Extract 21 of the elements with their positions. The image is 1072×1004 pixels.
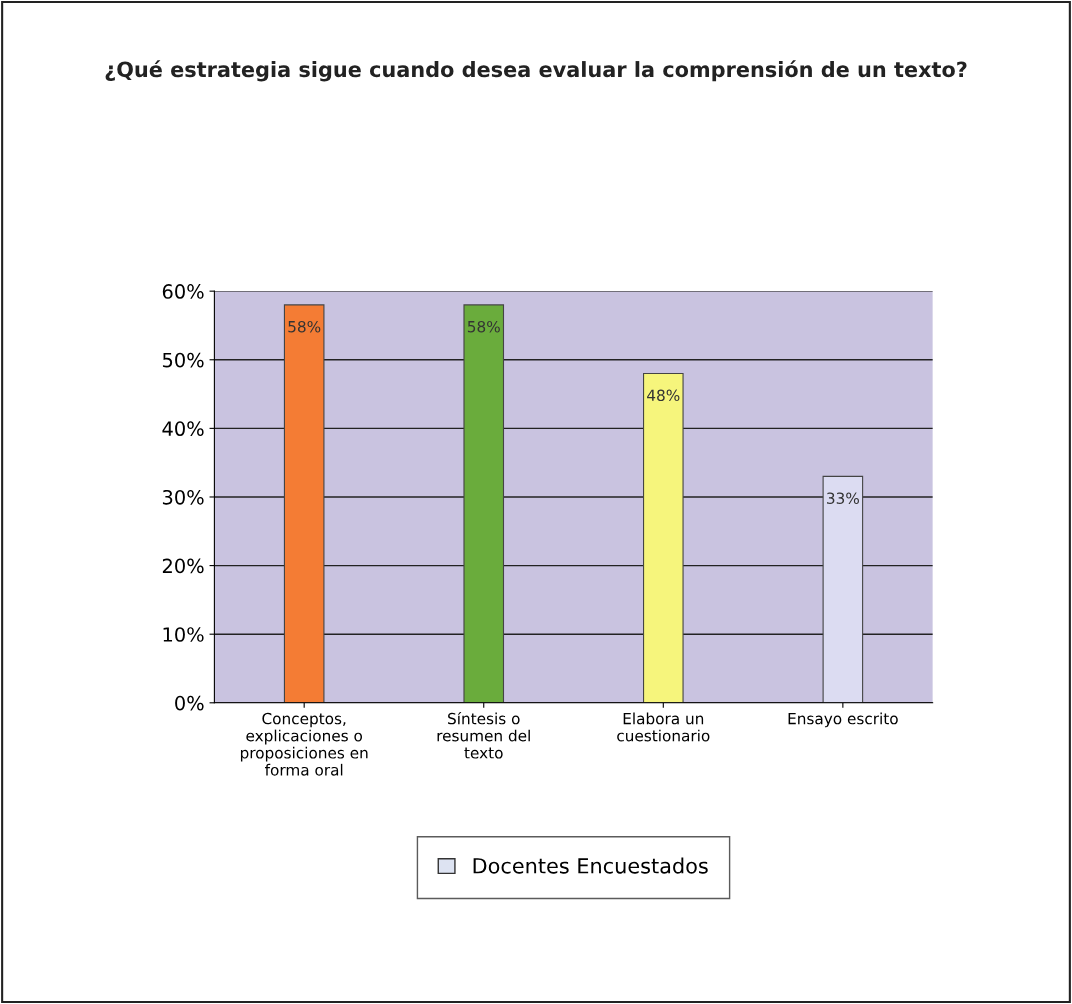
data-label: 58%: [288, 320, 321, 333]
chart-title: ¿Qué estrategia sigue cuando desea evaluar la comprensión de un texto?: [105, 60, 967, 82]
y-tick-label: 40%: [162, 421, 204, 437]
data-label: 58%: [467, 320, 500, 333]
y-tick-label: 0%: [175, 695, 204, 711]
bar: [283, 304, 325, 703]
legend-label: Docentes Encuestados: [473, 857, 708, 874]
x-tick-label: Síntesis o resumen del texto: [437, 711, 530, 759]
y-tick-label: 20%: [162, 558, 204, 574]
bar: [463, 304, 505, 703]
x-tick-label: Conceptos, explicaciones o proposiciones en forma oral: [240, 712, 368, 776]
y-tick-label: 60%: [162, 284, 204, 299]
bar: [822, 475, 864, 703]
y-tick-label: 50%: [162, 352, 204, 368]
data-label: 33%: [827, 492, 859, 504]
y-tick-label: 10%: [163, 627, 204, 642]
x-tick-label: Ensayo escrito: [788, 712, 898, 728]
data-label: 48%: [647, 389, 680, 402]
bar: [642, 372, 684, 703]
y-tick-label: 30%: [162, 489, 204, 505]
x-tick-label: Elabora un cuestionario: [617, 712, 710, 742]
